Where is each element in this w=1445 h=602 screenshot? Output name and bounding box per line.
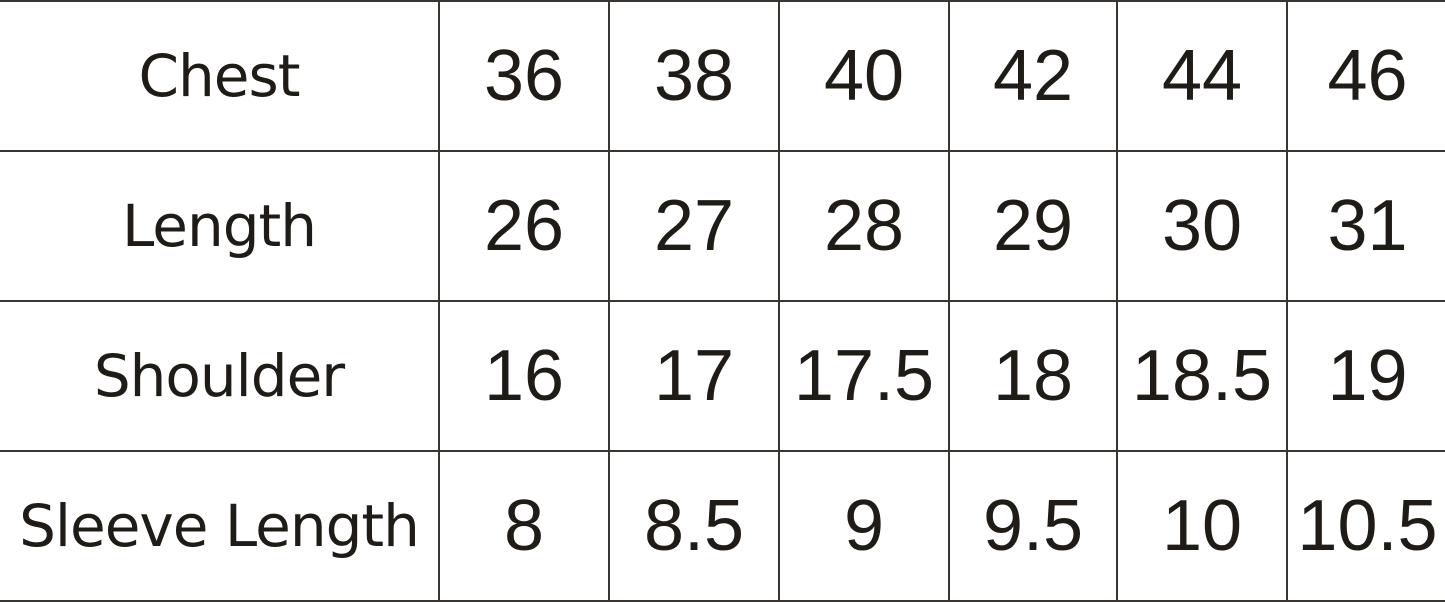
table-cell: 36 — [438, 0, 610, 152]
table-cell: 42 — [948, 0, 1118, 152]
table-row: Shoulder 16 17 17.5 18 18.5 19 — [0, 300, 1445, 452]
row-label: Length — [0, 150, 440, 302]
table-cell: 9 — [778, 450, 950, 602]
table-cell: 26 — [438, 150, 610, 302]
table-cell: 40 — [778, 0, 950, 152]
table-cell: 30 — [1116, 150, 1288, 302]
table-row: Chest 36 38 40 42 44 46 — [0, 0, 1445, 152]
table-cell: 38 — [608, 0, 780, 152]
table-cell: 19 — [1286, 300, 1445, 452]
table-cell: 31 — [1286, 150, 1445, 302]
row-label: Shoulder — [0, 300, 440, 452]
table-cell: 46 — [1286, 0, 1445, 152]
table-cell: 17 — [608, 300, 780, 452]
row-label: Sleeve Length — [0, 450, 440, 602]
table-cell: 44 — [1116, 0, 1288, 152]
table-cell: 16 — [438, 300, 610, 452]
table-cell: 8.5 — [608, 450, 780, 602]
table-cell: 10 — [1116, 450, 1288, 602]
row-label: Chest — [0, 0, 440, 152]
table-cell: 8 — [438, 450, 610, 602]
table-cell: 9.5 — [948, 450, 1118, 602]
table-cell: 27 — [608, 150, 780, 302]
table-cell: 18.5 — [1116, 300, 1288, 452]
table-cell: 29 — [948, 150, 1118, 302]
table-cell: 10.5 — [1286, 450, 1445, 602]
table-cell: 17.5 — [778, 300, 950, 452]
table-row: Sleeve Length 8 8.5 9 9.5 10 10.5 — [0, 450, 1445, 602]
table-row: Length 26 27 28 29 30 31 — [0, 150, 1445, 302]
table-cell: 28 — [778, 150, 950, 302]
table-cell: 18 — [948, 300, 1118, 452]
